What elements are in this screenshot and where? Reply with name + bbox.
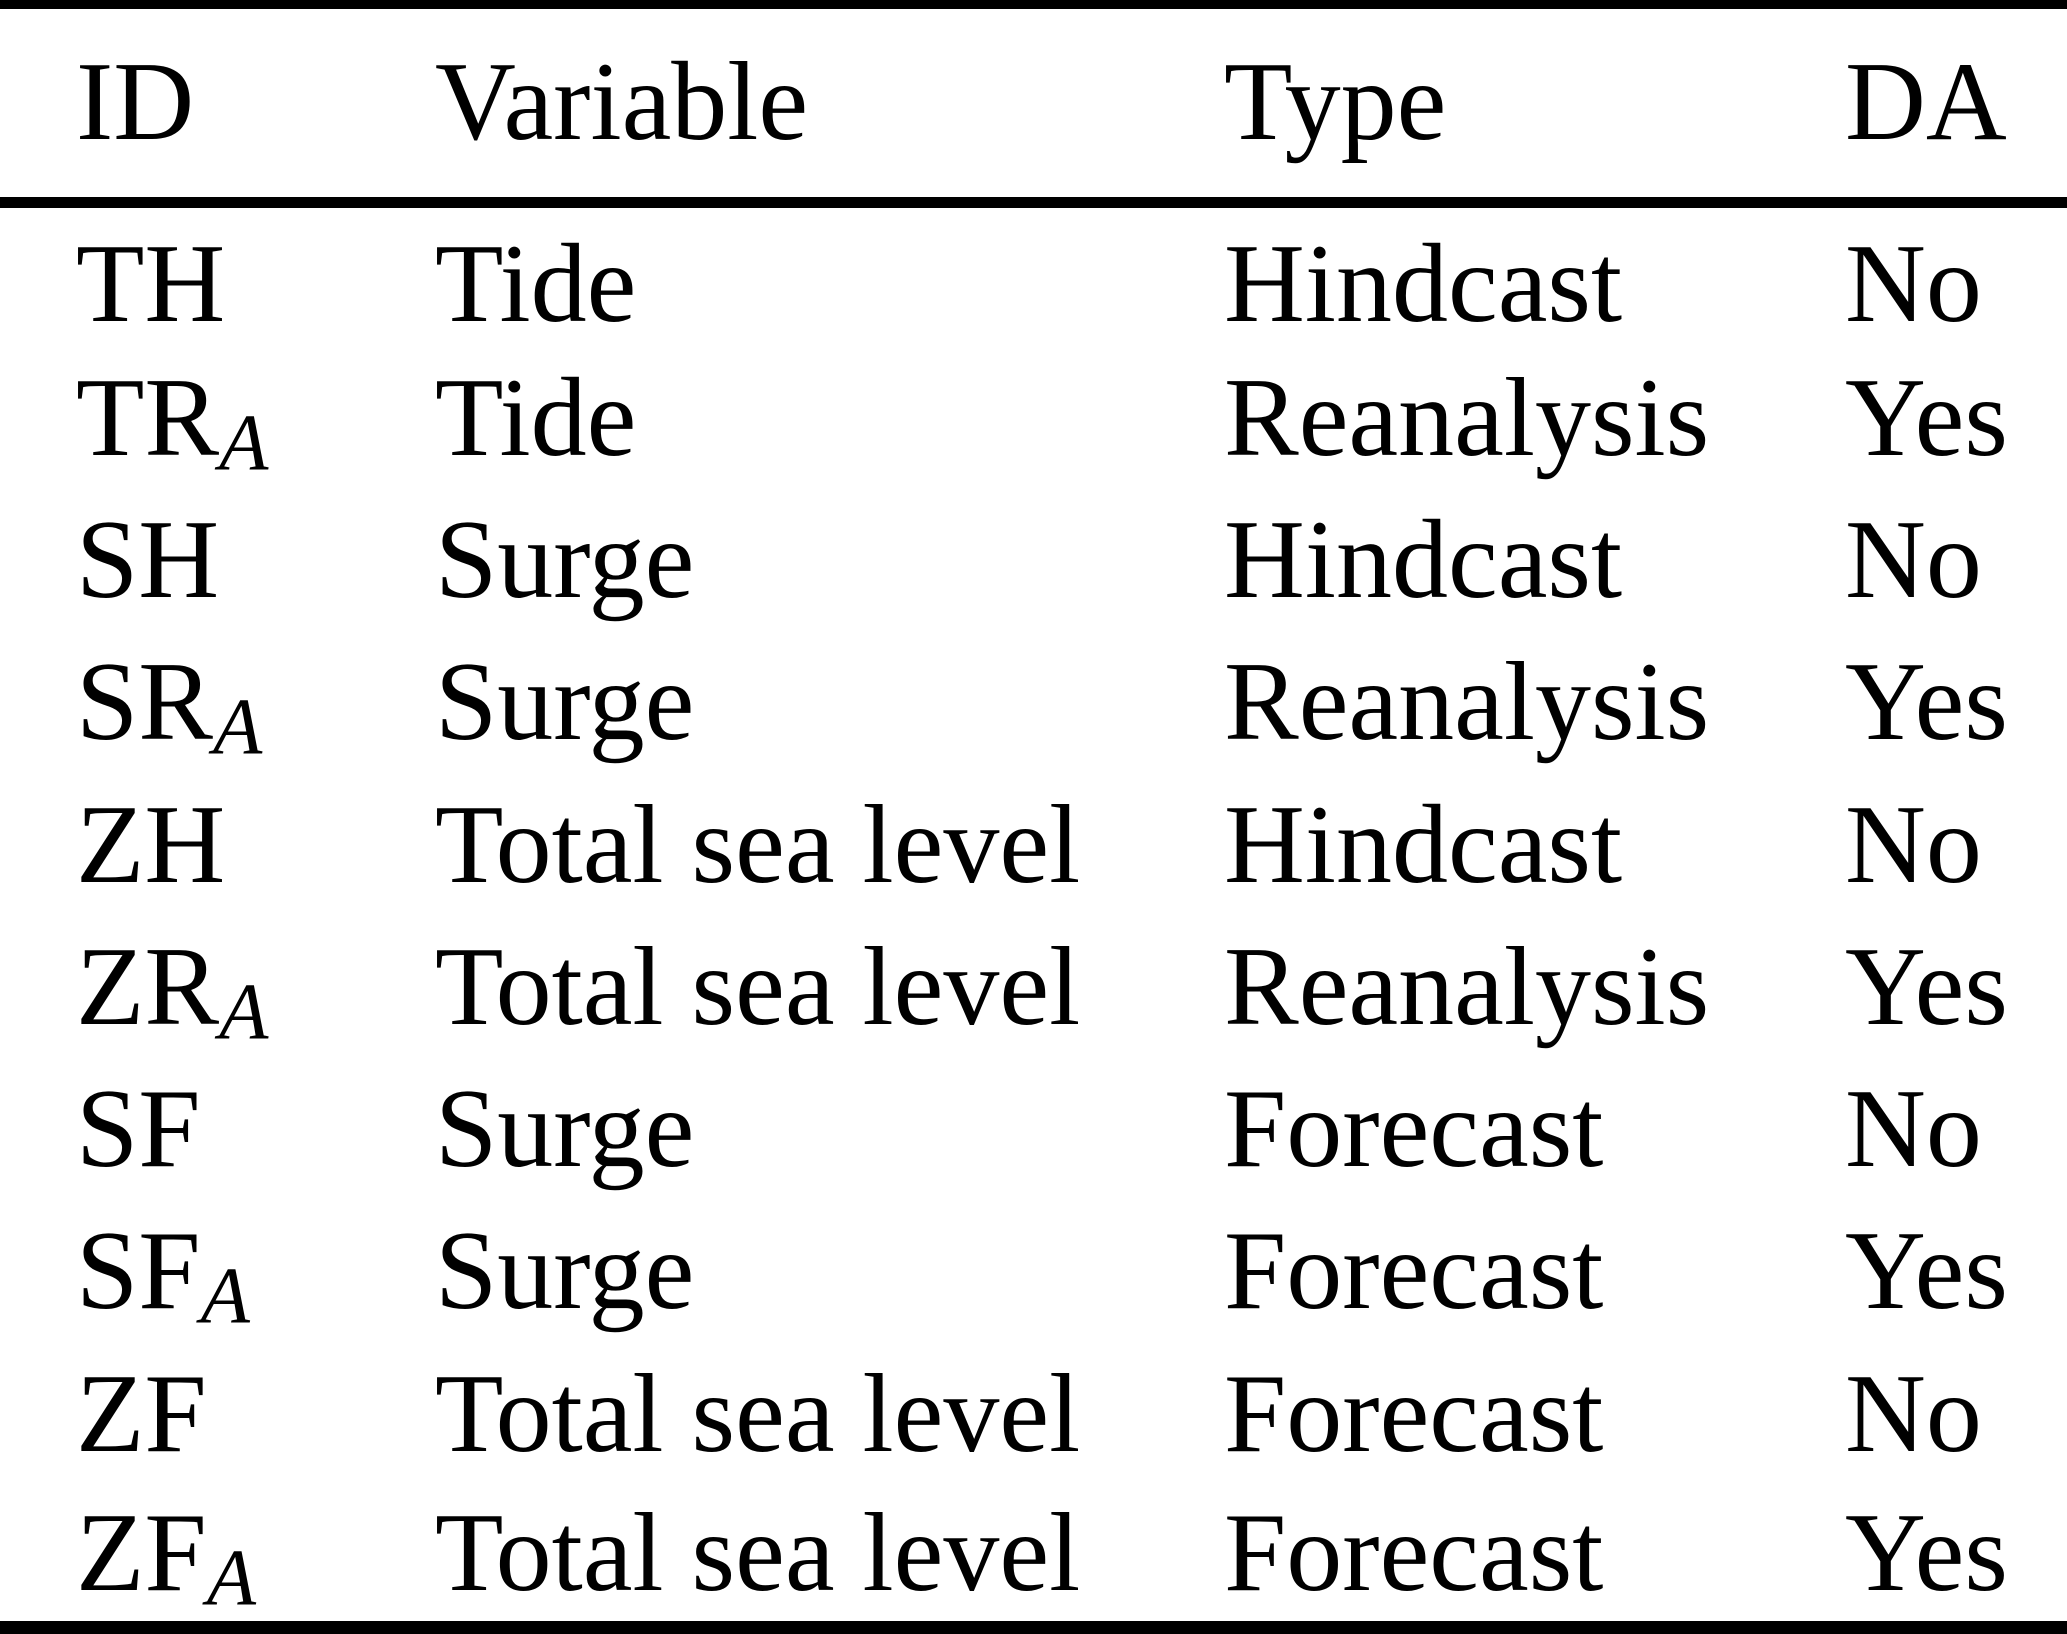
id-base: TH [76, 222, 226, 347]
table-row: TH Tide Hindcast No [0, 203, 2067, 348]
table-row: ZFA Total sea level Forecast Yes [0, 1485, 2067, 1627]
id-subscript: A [213, 682, 263, 772]
cell-da: No [1845, 222, 1982, 347]
column-header-da: DA [1845, 40, 2007, 165]
table-row: SF Surge Forecast No [0, 1059, 2067, 1201]
id-base: ZR [76, 924, 220, 1049]
cell-type: Forecast [1224, 1490, 1604, 1615]
cell-id: TRA [0, 347, 435, 489]
cell-type: Reanalysis [1224, 924, 1710, 1049]
cell-variable: Surge [435, 498, 695, 623]
cell-da: No [1845, 1067, 1982, 1192]
id-base: SF [76, 1209, 201, 1334]
column-header-id: ID [76, 40, 195, 165]
cell-id: SFA [0, 1201, 435, 1343]
cell-variable: Surge [435, 1067, 695, 1192]
id-subscript: A [206, 1533, 256, 1622]
table-row: ZRA Total sea level Reanalysis Yes [0, 916, 2067, 1058]
cell-da: Yes [1845, 640, 2008, 765]
cell-variable: Total sea level [435, 782, 1081, 907]
cell-da: No [1845, 1351, 1982, 1476]
id-base: ZH [76, 782, 226, 907]
header-row: ID Variable Type DA [0, 5, 2067, 203]
table-body: TH Tide Hindcast No TRA Tide Reanalysis … [0, 203, 2067, 1628]
cell-variable: Surge [435, 1209, 695, 1334]
cell-id: ZFA [0, 1485, 435, 1627]
id-subscript: A [200, 1251, 250, 1341]
cell-id: SF [0, 1059, 435, 1201]
cell-da: No [1845, 498, 1982, 623]
cell-da: No [1845, 782, 1982, 907]
id-subscript: A [219, 967, 269, 1057]
cell-id: ZF [0, 1343, 435, 1485]
id-subscript: A [219, 398, 269, 488]
cell-variable: Total sea level [435, 924, 1081, 1049]
cell-da: Yes [1845, 1209, 2008, 1334]
cell-id: SRA [0, 632, 435, 774]
cell-type: Hindcast [1224, 782, 1623, 907]
id-base: ZF [76, 1490, 207, 1615]
cell-type: Reanalysis [1224, 355, 1710, 480]
cell-type: Reanalysis [1224, 640, 1710, 765]
cell-type: Hindcast [1224, 498, 1623, 623]
table-row: ZH Total sea level Hindcast No [0, 774, 2067, 916]
table-row: SFA Surge Forecast Yes [0, 1201, 2067, 1343]
table-header: ID Variable Type DA [0, 5, 2067, 203]
cell-da: Yes [1845, 1490, 2008, 1615]
cell-id: TH [0, 203, 435, 348]
table-row: TRA Tide Reanalysis Yes [0, 347, 2067, 489]
cell-type: Forecast [1224, 1067, 1604, 1192]
cell-variable: Tide [435, 222, 637, 347]
cell-type: Forecast [1224, 1351, 1604, 1476]
column-header-variable: Variable [435, 40, 809, 165]
cell-variable: Total sea level [435, 1490, 1081, 1615]
table-row: SH Surge Hindcast No [0, 490, 2067, 632]
id-base: ZF [76, 1351, 207, 1476]
cell-id: ZH [0, 774, 435, 916]
cell-da: Yes [1845, 355, 2008, 480]
id-base: SH [76, 498, 220, 623]
id-base: SR [76, 640, 213, 765]
cell-variable: Surge [435, 640, 695, 765]
cell-id: ZRA [0, 916, 435, 1058]
cell-id: SH [0, 490, 435, 632]
id-base: TR [76, 355, 220, 480]
cell-variable: Total sea level [435, 1351, 1081, 1476]
table-row: SRA Surge Reanalysis Yes [0, 632, 2067, 774]
table-row: ZF Total sea level Forecast No [0, 1343, 2067, 1485]
cell-type: Hindcast [1224, 222, 1623, 347]
cell-type: Forecast [1224, 1209, 1604, 1334]
id-base: SF [76, 1067, 201, 1192]
cell-da: Yes [1845, 924, 2008, 1049]
column-header-type: Type [1224, 40, 1447, 165]
cell-variable: Tide [435, 355, 637, 480]
